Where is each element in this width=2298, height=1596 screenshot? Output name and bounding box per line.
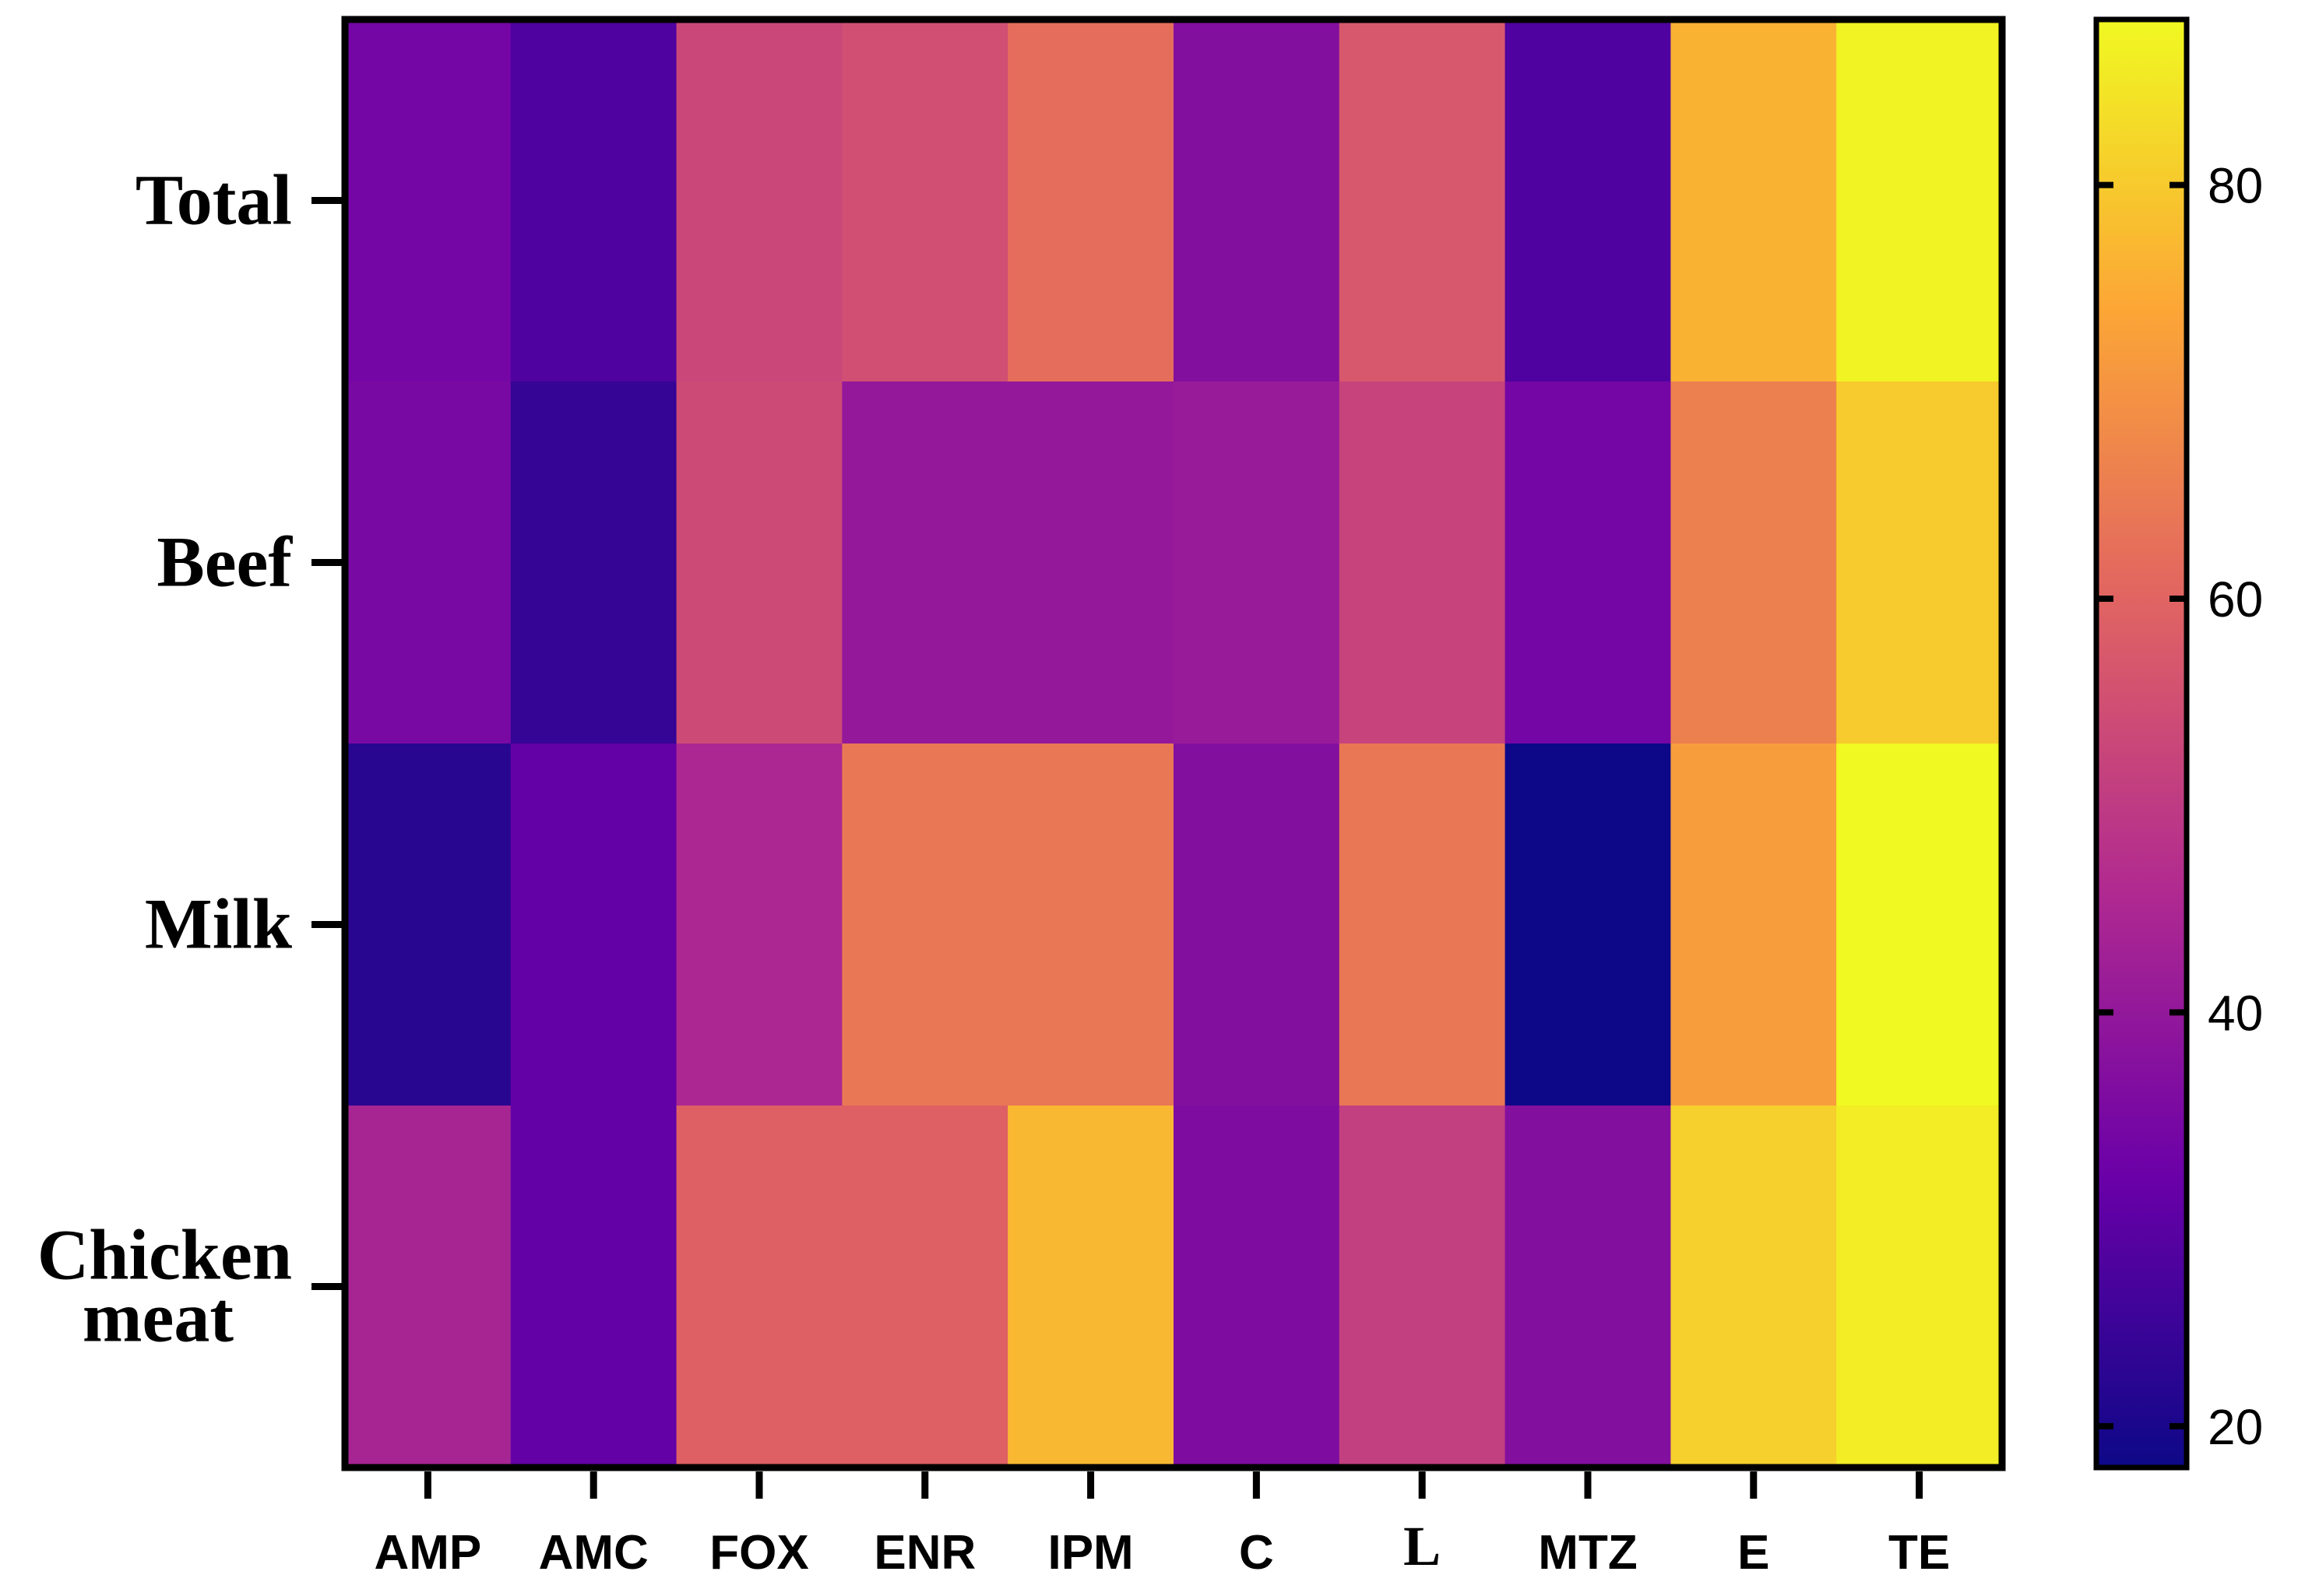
column-labels: AMP AMC FOX ENR IPM C L MTZ E TE — [375, 1471, 1950, 1580]
column-label-enr: ENR — [874, 1526, 976, 1580]
colorbar-tick-label-60: 60 — [2208, 571, 2263, 628]
heatmap-cell-milk-mtz — [1504, 744, 1671, 1106]
heatmap-cell-chicken-meat-amp — [345, 1106, 512, 1468]
heatmap-cell-beef-te — [1836, 381, 2003, 744]
heatmap-cell-beef-l — [1339, 381, 1506, 744]
heatmap-cell-total-amc — [510, 19, 677, 382]
column-label-e: E — [1737, 1526, 1769, 1580]
column-label-mtz: MTZ — [1538, 1526, 1637, 1580]
colorbar-ticks: 20 40 60 80 — [2096, 158, 2263, 1455]
heatmap-cell-total-amp — [345, 19, 512, 382]
heatmap-cell-beef-amc — [510, 381, 677, 744]
heatmap-cell-beef-mtz — [1504, 381, 1671, 744]
colorbar-tick-label-20: 20 — [2208, 1399, 2263, 1455]
heatmap-cells — [345, 19, 2003, 1468]
heatmap-cell-chicken-meat-e — [1670, 1106, 1837, 1468]
heatmap-cell-chicken-meat-amc — [510, 1106, 677, 1468]
heatmap-cell-milk-amc — [510, 744, 677, 1106]
heatmap-cell-chicken-meat-mtz — [1504, 1106, 1671, 1468]
heatmap-cell-beef-c — [1174, 381, 1340, 744]
heatmap-cell-chicken-meat-te — [1836, 1106, 2003, 1468]
colorbar-gradient — [2093, 16, 2190, 1471]
heatmap-cell-milk-c — [1174, 744, 1340, 1106]
row-labels: Total Beef Milk Chicken meat — [37, 160, 343, 1357]
heatmap-cell-chicken-meat-ipm — [1008, 1106, 1174, 1468]
heatmap-cell-total-te — [1836, 19, 2003, 382]
row-label-chicken-meat: Chicken meat — [37, 1215, 292, 1357]
heatmap-cell-milk-l — [1339, 744, 1506, 1106]
heatmap-cell-total-ipm — [1008, 19, 1174, 382]
column-label-amp: AMP — [375, 1526, 482, 1580]
heatmap-cell-chicken-meat-c — [1174, 1106, 1340, 1468]
column-label-ipm: IPM — [1047, 1526, 1133, 1580]
heatmap-cell-milk-amp — [345, 744, 512, 1106]
colorbar: 20 40 60 80 — [2093, 16, 2263, 1471]
heatmap-cell-milk-enr — [842, 744, 1008, 1106]
colorbar-tick-label-40: 40 — [2208, 985, 2263, 1041]
row-label-total: Total — [135, 160, 292, 240]
heatmap-cell-total-l — [1339, 19, 1506, 382]
colorbar-tick-label-80: 80 — [2208, 158, 2263, 214]
heatmap-cell-beef-enr — [842, 381, 1008, 744]
column-label-l: L — [1403, 1515, 1441, 1577]
column-label-amc: AMC — [539, 1526, 649, 1580]
plot-frame — [341, 16, 2006, 1471]
row-label-milk: Milk — [145, 884, 293, 964]
heatmap-cell-milk-fox — [676, 744, 843, 1106]
heatmap-cell-beef-fox — [676, 381, 843, 744]
column-label-c: C — [1239, 1526, 1274, 1580]
column-label-te: TE — [1888, 1526, 1950, 1580]
heatmap-cell-beef-amp — [345, 381, 512, 744]
heatmap-cell-milk-te — [1836, 744, 2003, 1106]
heatmap-cell-beef-e — [1670, 381, 1837, 744]
heatmap-cell-milk-e — [1670, 744, 1837, 1106]
heatmap-cell-chicken-meat-fox — [676, 1106, 843, 1468]
row-label-beef: Beef — [157, 522, 293, 602]
column-label-fox: FOX — [709, 1526, 808, 1580]
heatmap-cell-total-mtz — [1504, 19, 1671, 382]
heatmap-cell-milk-ipm — [1008, 744, 1174, 1106]
heatmap-cell-total-c — [1174, 19, 1340, 382]
heatmap-cell-total-e — [1670, 19, 1837, 382]
heatmap-cell-total-fox — [676, 19, 843, 382]
heatmap-cell-total-enr — [842, 19, 1008, 382]
heatmap-cell-chicken-meat-l — [1339, 1106, 1506, 1468]
heatmap-cell-beef-ipm — [1008, 381, 1174, 744]
heatmap-cell-chicken-meat-enr — [842, 1106, 1008, 1468]
